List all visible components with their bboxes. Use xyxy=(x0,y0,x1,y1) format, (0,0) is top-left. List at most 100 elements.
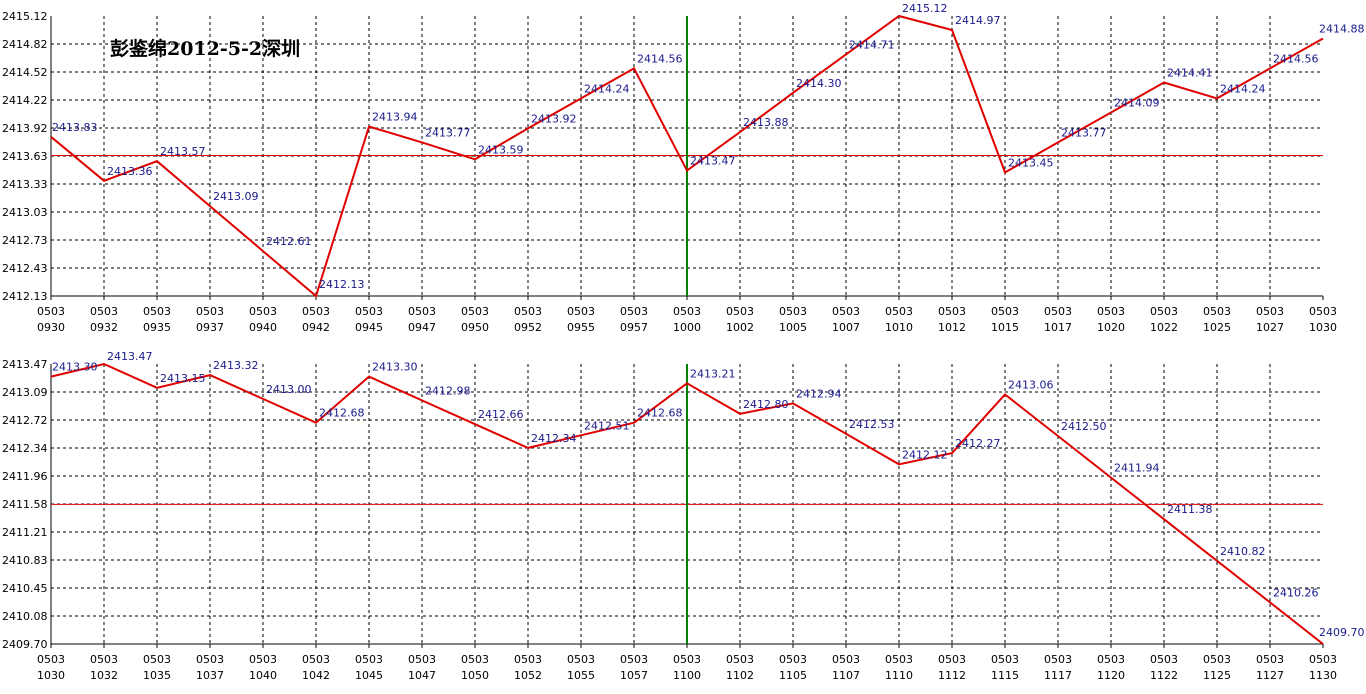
x-tick-label-date: 0503 xyxy=(196,653,224,666)
x-tick-label-time: 1112 xyxy=(938,669,966,682)
x-tick-label-time: 1057 xyxy=(620,669,648,682)
y-tick-label: 2410.45 xyxy=(2,582,48,595)
x-tick-label-time: 1047 xyxy=(408,669,436,682)
x-tick-label-time: 1055 xyxy=(567,669,595,682)
x-tick-label-time: 0945 xyxy=(355,321,383,334)
data-label: 2414.09 xyxy=(1114,96,1160,109)
data-label: 2413.06 xyxy=(1008,378,1054,391)
data-label: 2413.47 xyxy=(107,350,153,363)
data-label: 2413.59 xyxy=(478,143,524,156)
x-tick-label-date: 0503 xyxy=(991,653,1019,666)
x-tick-label-date: 0503 xyxy=(302,653,330,666)
data-label: 2413.83 xyxy=(52,121,98,134)
data-label: 2412.53 xyxy=(849,418,895,431)
x-tick-label-date: 0503 xyxy=(90,305,118,318)
x-tick-label-time: 1122 xyxy=(1150,669,1178,682)
x-tick-label-date: 0503 xyxy=(355,305,383,318)
x-tick-label-date: 0503 xyxy=(408,305,436,318)
x-tick-label-time: 1100 xyxy=(673,669,701,682)
data-label: 2413.94 xyxy=(372,111,418,124)
x-tick-label-date: 0503 xyxy=(1044,653,1072,666)
x-tick-label-date: 0503 xyxy=(37,305,65,318)
data-label: 2412.34 xyxy=(531,432,577,445)
x-tick-label-time: 1045 xyxy=(355,669,383,682)
data-label: 2412.94 xyxy=(796,387,842,400)
x-tick-label-time: 1052 xyxy=(514,669,542,682)
x-tick-label-time: 1115 xyxy=(991,669,1019,682)
y-tick-label: 2410.83 xyxy=(2,554,48,567)
data-label: 2413.47 xyxy=(690,155,736,168)
y-tick-label: 2413.09 xyxy=(2,386,48,399)
data-label: 2412.68 xyxy=(319,407,365,420)
x-tick-label-time: 1025 xyxy=(1203,321,1231,334)
x-tick-label-date: 0503 xyxy=(1256,305,1284,318)
y-tick-label: 2412.43 xyxy=(2,262,48,275)
data-label: 2413.36 xyxy=(107,165,153,178)
data-label: 2414.41 xyxy=(1167,66,1213,79)
data-label: 2413.45 xyxy=(1008,156,1054,169)
data-label: 2410.26 xyxy=(1273,586,1319,599)
x-tick-label-time: 0937 xyxy=(196,321,224,334)
y-tick-label: 2415.12 xyxy=(2,10,48,23)
x-tick-label-date: 0503 xyxy=(1309,653,1337,666)
x-tick-label-time: 0942 xyxy=(302,321,330,334)
x-tick-label-date: 0503 xyxy=(461,305,489,318)
x-tick-label-date: 0503 xyxy=(620,653,648,666)
x-tick-label-time: 1015 xyxy=(991,321,1019,334)
y-tick-label: 2413.47 xyxy=(2,358,48,371)
chart-panel-bottom: 2413.47 2413.09 2412.72 2412.34 2411.96 2411.… xyxy=(2,350,1365,682)
data-label: 2412.98 xyxy=(425,384,471,397)
x-tick-label-date: 0503 xyxy=(779,305,807,318)
x-tick-label-date: 0503 xyxy=(673,305,701,318)
x-tick-label-time: 0947 xyxy=(408,321,436,334)
x-tick-label-time: 1007 xyxy=(832,321,860,334)
x-tick-label-date: 0503 xyxy=(302,305,330,318)
x-tick-label-time: 0935 xyxy=(143,321,171,334)
data-label: 2412.80 xyxy=(743,398,789,411)
series-line xyxy=(50,362,1324,645)
y-tick-label: 2412.72 xyxy=(2,414,48,427)
x-tick-label-time: 1040 xyxy=(249,669,277,682)
x-tick-label-date: 0503 xyxy=(938,305,966,318)
x-tick-label-date: 0503 xyxy=(249,653,277,666)
data-label: 2415.12 xyxy=(902,2,948,15)
data-label: 2412.51 xyxy=(584,419,630,432)
y-tick-label: 2413.03 xyxy=(2,206,48,219)
x-tick-label-date: 0503 xyxy=(37,653,65,666)
x-tick-label-date: 0503 xyxy=(885,305,913,318)
y-tick-label: 2411.58 xyxy=(2,498,48,511)
chart-title: 彭鉴绵2012-5-2深圳 xyxy=(110,37,300,60)
x-tick-label-time: 0940 xyxy=(249,321,277,334)
data-label: 2412.12 xyxy=(902,448,948,461)
data-label: 2412.61 xyxy=(266,235,312,248)
x-tick-label-time: 1017 xyxy=(1044,321,1072,334)
data-label: 2413.57 xyxy=(160,145,206,158)
data-label: 2413.30 xyxy=(52,361,98,374)
x-tick-label-date: 0503 xyxy=(249,305,277,318)
data-label: 2413.77 xyxy=(1061,126,1107,139)
y-tick-label: 2413.33 xyxy=(2,178,48,191)
x-tick-label-time: 1125 xyxy=(1203,669,1231,682)
x-tick-label-date: 0503 xyxy=(1203,653,1231,666)
data-label: 2413.88 xyxy=(743,116,789,129)
x-tick-label-date: 0503 xyxy=(1203,305,1231,318)
data-label: 2413.00 xyxy=(266,383,312,396)
chart-panel-top: 2415.12 2414.82 2414.52 2414.22 2413.92 2413.… xyxy=(2,2,1365,334)
x-tick-label-date: 0503 xyxy=(196,305,224,318)
x-tick-label-date: 0503 xyxy=(1256,653,1284,666)
x-tick-label-date: 0503 xyxy=(1097,305,1125,318)
data-label: 2414.97 xyxy=(955,14,1001,27)
x-tick-label-date: 0503 xyxy=(1150,653,1178,666)
x-tick-label-date: 0503 xyxy=(726,305,754,318)
data-label: 2413.15 xyxy=(160,372,206,385)
data-label: 2413.92 xyxy=(531,112,577,125)
data-label: 2412.13 xyxy=(319,278,365,291)
x-tick-label-date: 0503 xyxy=(726,653,754,666)
x-tick-label-date: 0503 xyxy=(355,653,383,666)
x-tick-label-date: 0503 xyxy=(1309,305,1337,318)
x-tick-label-time: 1110 xyxy=(885,669,913,682)
data-label: 2412.27 xyxy=(955,437,1001,450)
x-tick-label-date: 0503 xyxy=(514,653,542,666)
x-tick-label-time: 1130 xyxy=(1309,669,1337,682)
